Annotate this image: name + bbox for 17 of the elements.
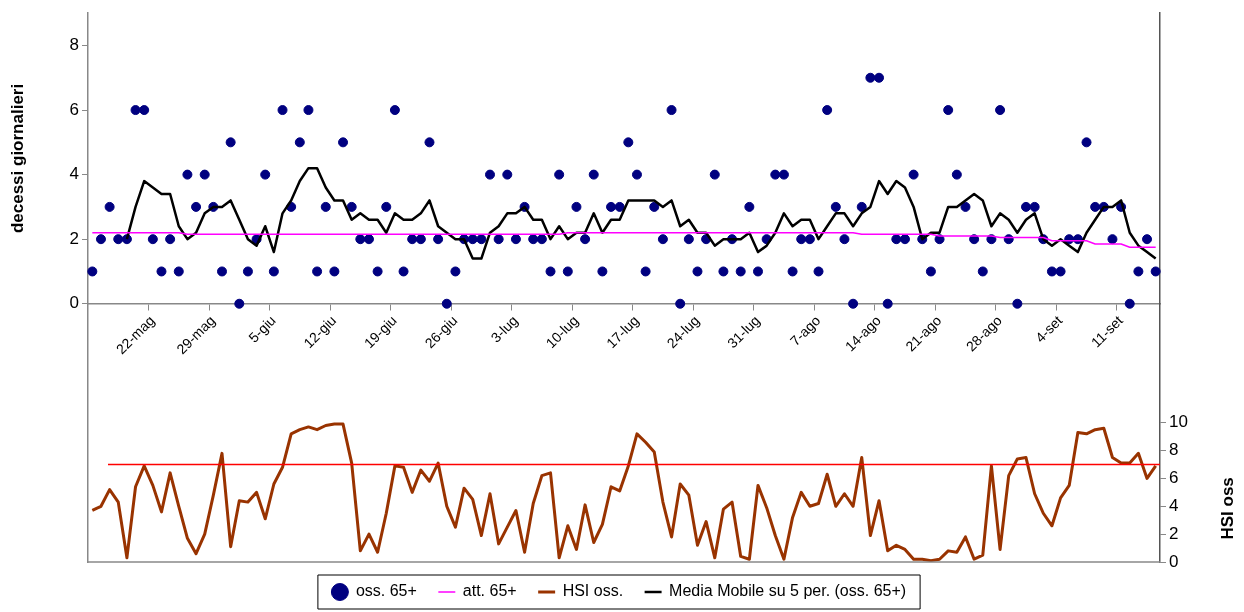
y2-tick-label: 2 — [1169, 523, 1179, 543]
legend-label: Media Mobile su 5 per. (oss. 65+) — [669, 582, 907, 600]
legend-label: HSI oss. — [562, 582, 624, 600]
y-tick-label: 6 — [69, 99, 79, 119]
y2-tick-label: 6 — [1169, 468, 1179, 488]
y-tick-label: 0 — [69, 293, 79, 313]
y2-tick-label: 8 — [1169, 440, 1179, 460]
legend-label: oss. 65+ — [355, 582, 417, 600]
y2-axis-title: HSI oss — [1217, 477, 1237, 540]
legend-label: att. 65+ — [462, 582, 517, 600]
y2-tick-label: 0 — [1169, 551, 1179, 571]
y-tick-label: 2 — [69, 228, 79, 248]
y-tick-label: 8 — [69, 35, 79, 55]
y2-tick-label: 4 — [1169, 495, 1179, 515]
y-tick-label: 4 — [69, 164, 79, 184]
y-axis-title: decessi giornalieri — [7, 83, 27, 234]
y2-tick-label: 10 — [1169, 412, 1188, 432]
